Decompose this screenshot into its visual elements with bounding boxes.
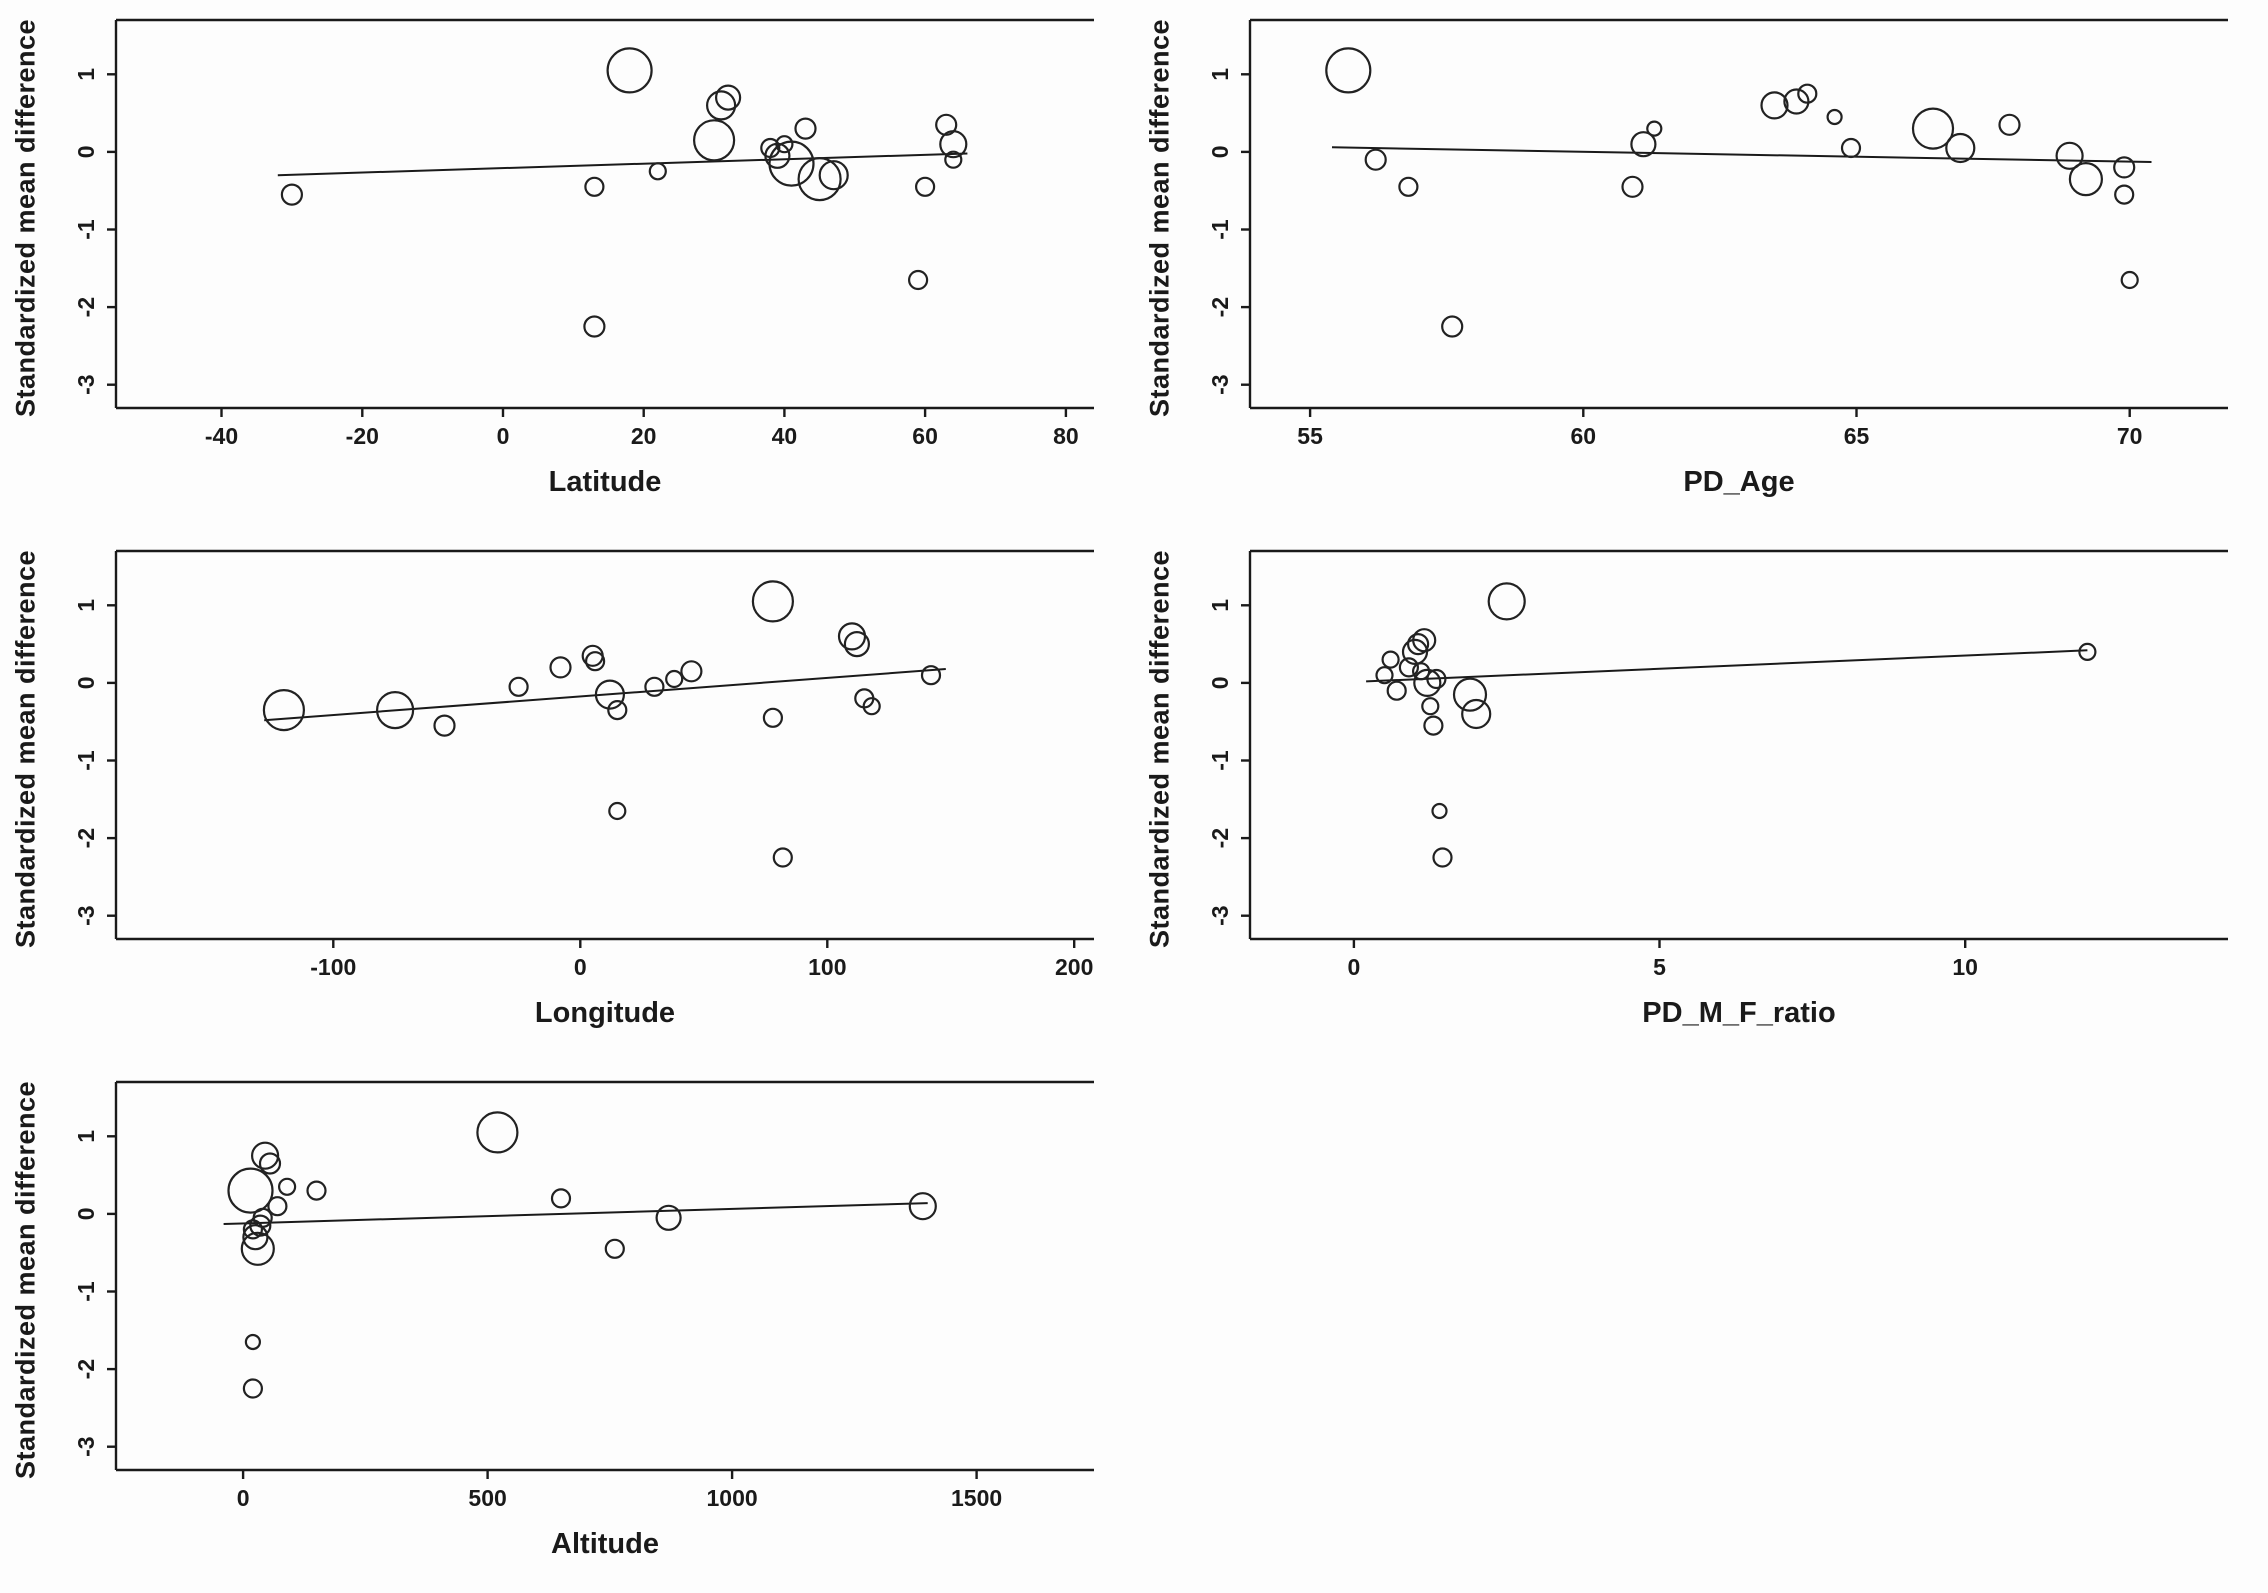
svg-text:1500: 1500 [951,1485,1002,1511]
y-axis-title-pd-m-f-ratio: Standardized mean difference [1134,537,1186,1030]
svg-text:0: 0 [497,423,510,449]
svg-text:10: 10 [1952,954,1978,980]
svg-text:-2: -2 [1207,297,1233,317]
plot-area-latitude: -40 -20 0 20 40 60 80 -3 -2 -1 0 1 [73,18,1094,449]
svg-text:55: 55 [1297,423,1323,449]
svg-text:-3: -3 [73,1436,99,1456]
svg-text:-1: -1 [73,750,99,771]
svg-text:60: 60 [1571,423,1597,449]
cell-latitude: Standardized mean difference -40 -20 0 20 40… [0,0,1134,531]
x-axis-title-longitude: Longitude [534,997,676,1029]
svg-text:-3: -3 [1207,905,1233,925]
y-axis-title-text: Standardized mean difference [10,18,41,418]
plot-area-pd-age: 55 60 65 70 -3 -2 -1 0 1 [1207,18,2228,449]
svg-text:80: 80 [1053,423,1079,449]
cell-altitude: Standardized mean difference 0 500 1000 150… [0,1062,1134,1593]
plot-column-altitude: 0 500 1000 1500 -3 -2 -1 0 1 Altitude [52,1068,1124,1561]
y-axis-title-text: Standardized mean difference [10,1080,41,1480]
svg-text:0: 0 [73,146,99,159]
svg-text:5: 5 [1653,954,1666,980]
svg-text:70: 70 [2117,423,2143,449]
svg-text:-1: -1 [1207,750,1233,771]
y-axis-title-altitude: Standardized mean difference [0,1068,52,1561]
svg-text:1: 1 [73,68,99,81]
svg-text:-100: -100 [310,954,356,980]
svg-text:-2: -2 [73,297,99,317]
svg-text:0: 0 [1348,954,1361,980]
svg-text:0: 0 [574,954,587,980]
svg-text:1: 1 [73,599,99,612]
y-axis-title-text: Standardized mean difference [10,549,41,949]
y-axis-title-longitude: Standardized mean difference [0,537,52,1030]
svg-text:0: 0 [237,1485,250,1511]
plot-column-pd-age: 55 60 65 70 -3 -2 -1 0 1 PD_Age [1186,6,2258,499]
cell-pd-m-f-ratio: Standardized mean difference 0 5 10 -3 -2 -1 0… [1134,531,2268,1062]
svg-text:-40: -40 [205,423,238,449]
svg-text:0: 0 [1207,677,1233,690]
svg-text:-2: -2 [1207,828,1233,848]
svg-text:20: 20 [631,423,657,449]
svg-text:100: 100 [808,954,846,980]
plot-column-longitude: -100 0 100 200 -3 -2 -1 0 1 Longitude [52,537,1124,1030]
svg-text:0: 0 [1207,146,1233,159]
plot-area-pd-m-f-ratio: 0 5 10 -3 -2 -1 0 1 [1207,549,2228,980]
svg-text:-1: -1 [1207,219,1233,240]
svg-text:500: 500 [468,1485,506,1511]
x-axis-title-altitude: Altitude [551,1528,659,1560]
svg-text:65: 65 [1844,423,1870,449]
x-axis-title-pd-m-f-ratio: PD_M_F_ratio [1642,997,1836,1029]
svg-text:-20: -20 [346,423,379,449]
svg-text:1: 1 [1207,68,1233,81]
x-axis-title-pd-age: PD_Age [1683,466,1795,498]
plot-column-latitude: -40 -20 0 20 40 60 80 -3 -2 -1 0 1 Latitude [52,6,1124,499]
y-axis-title-text: Standardized mean difference [1144,18,1175,418]
svg-text:0: 0 [73,677,99,690]
svg-text:1: 1 [1207,599,1233,612]
svg-text:1000: 1000 [707,1485,758,1511]
svg-text:-3: -3 [73,374,99,394]
chart-pd-age: Standardized mean difference 55 60 65 70 -3 -… [1134,0,2268,499]
plot-column-pd-m-f-ratio: 0 5 10 -3 -2 -1 0 1 PD_M_F_ratio [1186,537,2258,1030]
cell-longitude: Standardized mean difference -100 0 100 200… [0,531,1134,1062]
svg-text:1: 1 [73,1130,99,1143]
plot-area-longitude: -100 0 100 200 -3 -2 -1 0 1 [73,549,1094,980]
svg-text:-3: -3 [1207,374,1233,394]
chart-longitude: Standardized mean difference -100 0 100 200… [0,531,1134,1030]
chart-altitude: Standardized mean difference 0 500 1000 150… [0,1062,1134,1561]
y-axis-title-latitude: Standardized mean difference [0,6,52,499]
y-axis-title-text: Standardized mean difference [1144,549,1175,949]
x-axis-title-latitude: Latitude [548,466,662,498]
cell-empty [1134,1062,2268,1593]
chart-latitude: Standardized mean difference -40 -20 0 20 40… [0,0,1134,499]
svg-text:-3: -3 [73,905,99,925]
svg-text:200: 200 [1055,954,1093,980]
y-axis-title-pd-age: Standardized mean difference [1134,6,1186,499]
svg-text:60: 60 [912,423,938,449]
svg-text:-2: -2 [73,828,99,848]
plot-area-altitude: 0 500 1000 1500 -3 -2 -1 0 1 [73,1080,1094,1511]
chart-pd-m-f-ratio: Standardized mean difference 0 5 10 -3 -2 -1 0… [1134,531,2268,1030]
svg-text:40: 40 [772,423,798,449]
svg-text:0: 0 [73,1208,99,1221]
svg-text:-1: -1 [73,219,99,240]
cell-pd-age: Standardized mean difference 55 60 65 70 -3 -… [1134,0,2268,531]
svg-text:-2: -2 [73,1359,99,1379]
svg-text:-1: -1 [73,1281,99,1302]
